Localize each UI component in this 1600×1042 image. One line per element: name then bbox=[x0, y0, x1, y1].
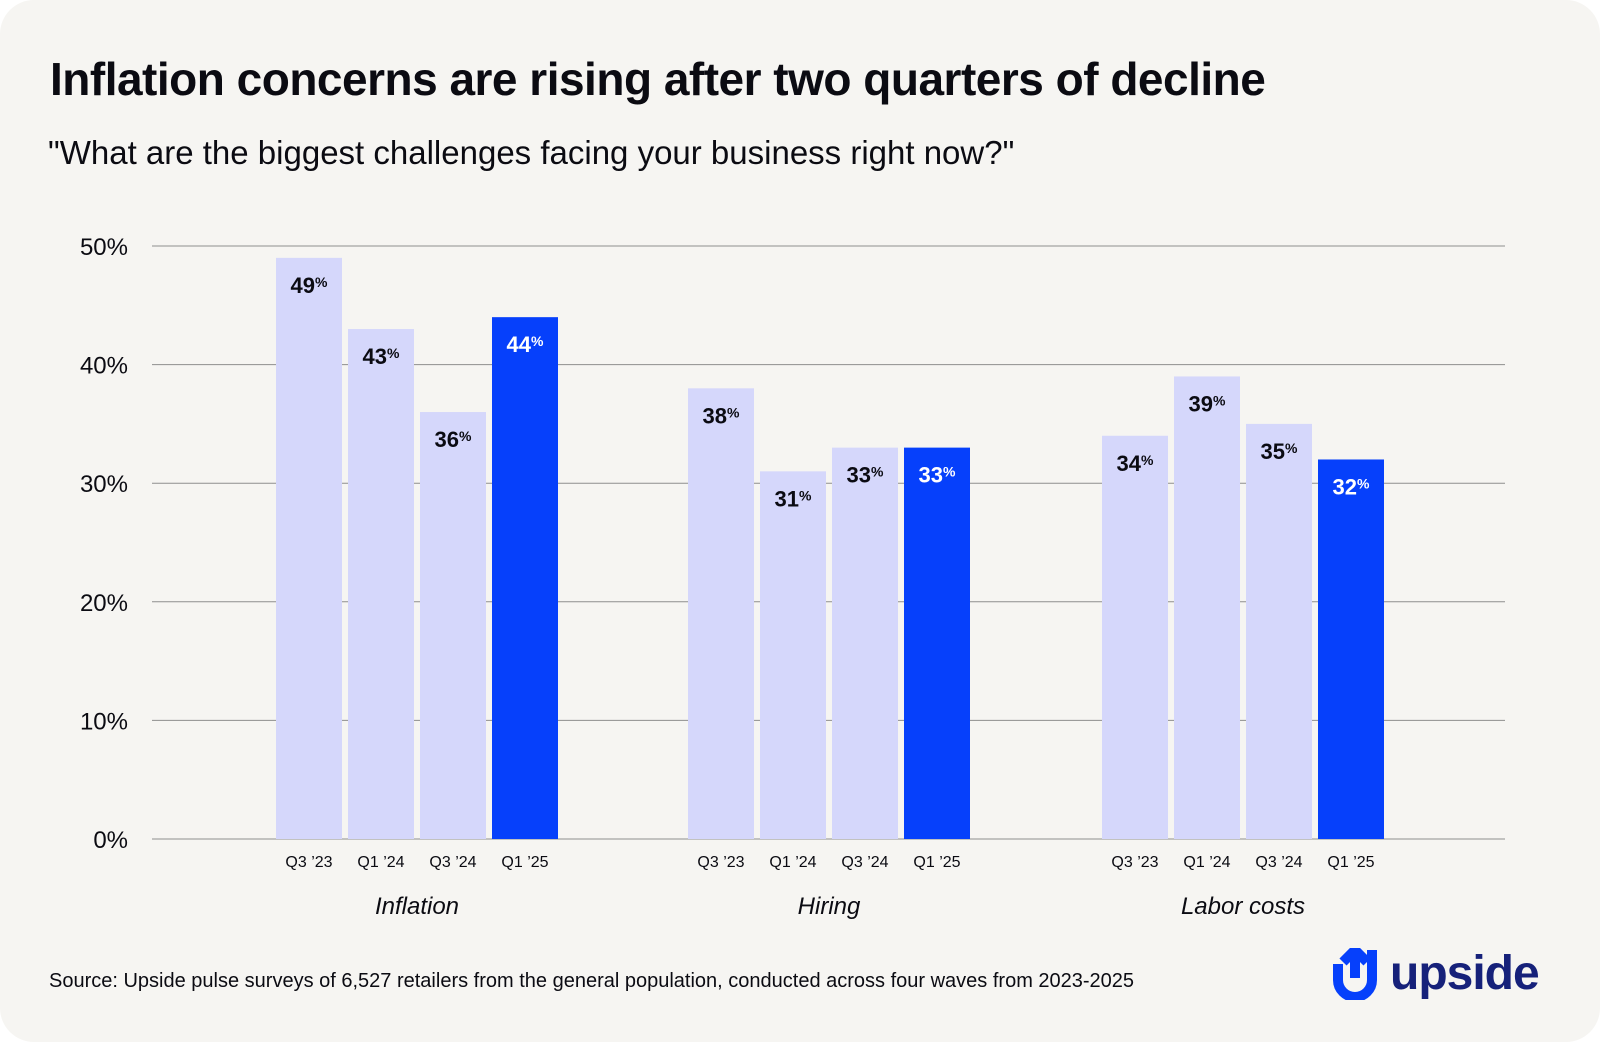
y-tick-label: 20% bbox=[80, 590, 128, 617]
data-label: 35% bbox=[1261, 439, 1298, 464]
data-label: 33% bbox=[847, 463, 884, 488]
y-tick-label: 30% bbox=[80, 471, 128, 498]
data-label: 36% bbox=[435, 427, 472, 452]
source-note: Source: Upside pulse surveys of 6,527 re… bbox=[49, 970, 1135, 992]
bar bbox=[1102, 435, 1168, 839]
x-tick-label: Q3 ’23 bbox=[1111, 854, 1158, 871]
data-label: 39% bbox=[1189, 391, 1226, 416]
data-label: 32% bbox=[1333, 474, 1370, 499]
x-tick-label: Q1 ’25 bbox=[1327, 854, 1374, 871]
data-label: 38% bbox=[703, 403, 740, 428]
bar bbox=[832, 447, 898, 839]
logo-text: upside bbox=[1390, 947, 1540, 1000]
bar bbox=[276, 257, 342, 839]
x-tick-label: Q1 ’25 bbox=[501, 854, 548, 871]
chart-title: Inflation concerns are rising after two … bbox=[50, 53, 1266, 105]
bar bbox=[688, 388, 754, 839]
x-tick-label: Q3 ’23 bbox=[697, 854, 744, 871]
data-label: 49% bbox=[291, 273, 328, 298]
y-tick-label: 0% bbox=[93, 827, 128, 854]
group-label: Inflation bbox=[375, 893, 459, 920]
group-label: Labor costs bbox=[1181, 893, 1305, 920]
y-tick-label: 10% bbox=[80, 708, 128, 735]
bar bbox=[420, 412, 486, 839]
x-tick-label: Q3 ’24 bbox=[1255, 854, 1302, 871]
bar bbox=[1246, 423, 1312, 839]
bar-chart: 0% 10% 20% 30% 40% 50% 49% Q3 ’23 43% Q1 ’24 36% Q3… bbox=[80, 234, 1505, 920]
chart-subtitle: "What are the biggest challenges facing … bbox=[48, 134, 1015, 171]
bar bbox=[492, 317, 558, 839]
bar bbox=[904, 447, 970, 839]
x-tick-label: Q1 ’24 bbox=[357, 854, 404, 871]
group-label: Hiring bbox=[798, 893, 861, 920]
x-tick-label: Q1 ’24 bbox=[769, 854, 816, 871]
x-tick-label: Q3 ’23 bbox=[285, 854, 332, 871]
bar bbox=[1174, 376, 1240, 839]
upside-logo: upside bbox=[1330, 947, 1540, 1000]
x-tick-label: Q3 ’24 bbox=[841, 854, 888, 871]
x-tick-label: Q1 ’25 bbox=[913, 854, 960, 871]
y-tick-label: 50% bbox=[80, 234, 128, 261]
x-tick-label: Q3 ’24 bbox=[429, 854, 476, 871]
data-label: 33% bbox=[919, 463, 956, 488]
bar bbox=[760, 471, 826, 839]
data-label: 43% bbox=[363, 344, 400, 369]
y-tick-label: 40% bbox=[80, 353, 128, 380]
x-tick-label: Q1 ’24 bbox=[1183, 854, 1230, 871]
data-label: 31% bbox=[775, 486, 812, 511]
bar bbox=[348, 329, 414, 839]
bar bbox=[1318, 459, 1384, 839]
upside-logo-icon bbox=[1333, 948, 1377, 1000]
data-label: 34% bbox=[1117, 451, 1154, 476]
data-label: 44% bbox=[507, 332, 544, 357]
